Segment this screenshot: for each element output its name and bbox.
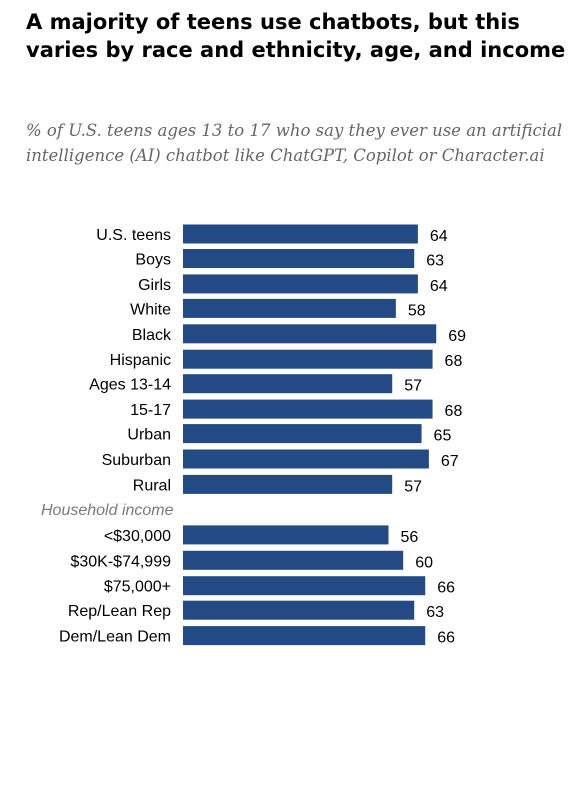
bar-white bbox=[183, 298, 396, 318]
value-label-suburban: 67 bbox=[441, 453, 459, 470]
bar-30-000 bbox=[183, 525, 389, 545]
value-label-ages-13-14: 57 bbox=[404, 378, 422, 395]
bar-hispanic bbox=[183, 349, 433, 369]
category-label-rep-lean-rep: Rep/Lean Rep bbox=[68, 603, 171, 620]
bar-ages-13-14 bbox=[183, 374, 393, 394]
category-label-ages-13-14: Ages 13-14 bbox=[89, 377, 171, 394]
value-label-30k-74-999: 60 bbox=[415, 554, 433, 571]
bar-black bbox=[183, 324, 437, 344]
value-label-u-s-teens: 64 bbox=[430, 228, 448, 245]
bar-30k-74-999 bbox=[183, 550, 404, 570]
chart-subtitle: % of U.S. teens ages 13 to 17 who say th… bbox=[26, 121, 563, 165]
value-label-75-000: 66 bbox=[437, 580, 455, 597]
value-label-boys: 63 bbox=[426, 253, 444, 270]
bar-suburban bbox=[183, 449, 429, 469]
category-label-15-17: 15-17 bbox=[130, 402, 171, 419]
bar-u-s-teens bbox=[183, 224, 418, 244]
category-label-rural: Rural bbox=[133, 477, 171, 494]
category-label-boys: Boys bbox=[135, 252, 171, 269]
chart-title: A majority of teens use chatbots, but th… bbox=[26, 10, 566, 62]
bar-rep-lean-rep bbox=[183, 600, 415, 620]
value-label-black: 69 bbox=[448, 328, 466, 345]
bar-boys bbox=[183, 249, 415, 268]
category-label-white: White bbox=[130, 301, 171, 318]
bar-15-17 bbox=[183, 399, 433, 419]
category-label-dem-lean-dem: Dem/Lean Dem bbox=[59, 629, 171, 646]
category-label-suburban: Suburban bbox=[102, 452, 171, 469]
category-label-urban: Urban bbox=[127, 427, 171, 444]
group-heading-household-income: Household income bbox=[41, 502, 174, 519]
value-label-girls: 64 bbox=[430, 278, 448, 295]
category-label-30-000: <$30,000 bbox=[104, 528, 171, 545]
bar-girls bbox=[183, 274, 418, 294]
bar-dem-lean-dem bbox=[183, 626, 426, 646]
category-label-75-000: $75,000+ bbox=[104, 579, 171, 596]
category-label-black: Black bbox=[132, 327, 172, 344]
value-label-30-000: 56 bbox=[401, 529, 419, 546]
value-label-rep-lean-rep: 63 bbox=[426, 604, 444, 621]
category-label-hispanic: Hispanic bbox=[110, 352, 171, 369]
value-label-dem-lean-dem: 66 bbox=[437, 630, 455, 647]
bar-75-000 bbox=[183, 576, 426, 596]
category-label-30k-74-999: $30K-$74,999 bbox=[70, 553, 171, 570]
category-label-girls: Girls bbox=[138, 277, 171, 294]
value-label-rural: 57 bbox=[404, 478, 422, 495]
value-label-urban: 65 bbox=[434, 428, 452, 445]
value-label-15-17: 68 bbox=[445, 403, 463, 420]
bar-rural bbox=[183, 474, 393, 494]
value-label-white: 58 bbox=[408, 302, 426, 319]
value-label-hispanic: 68 bbox=[445, 353, 463, 370]
bar-urban bbox=[183, 424, 422, 444]
category-label-u-s-teens: U.S. teens bbox=[96, 227, 171, 244]
